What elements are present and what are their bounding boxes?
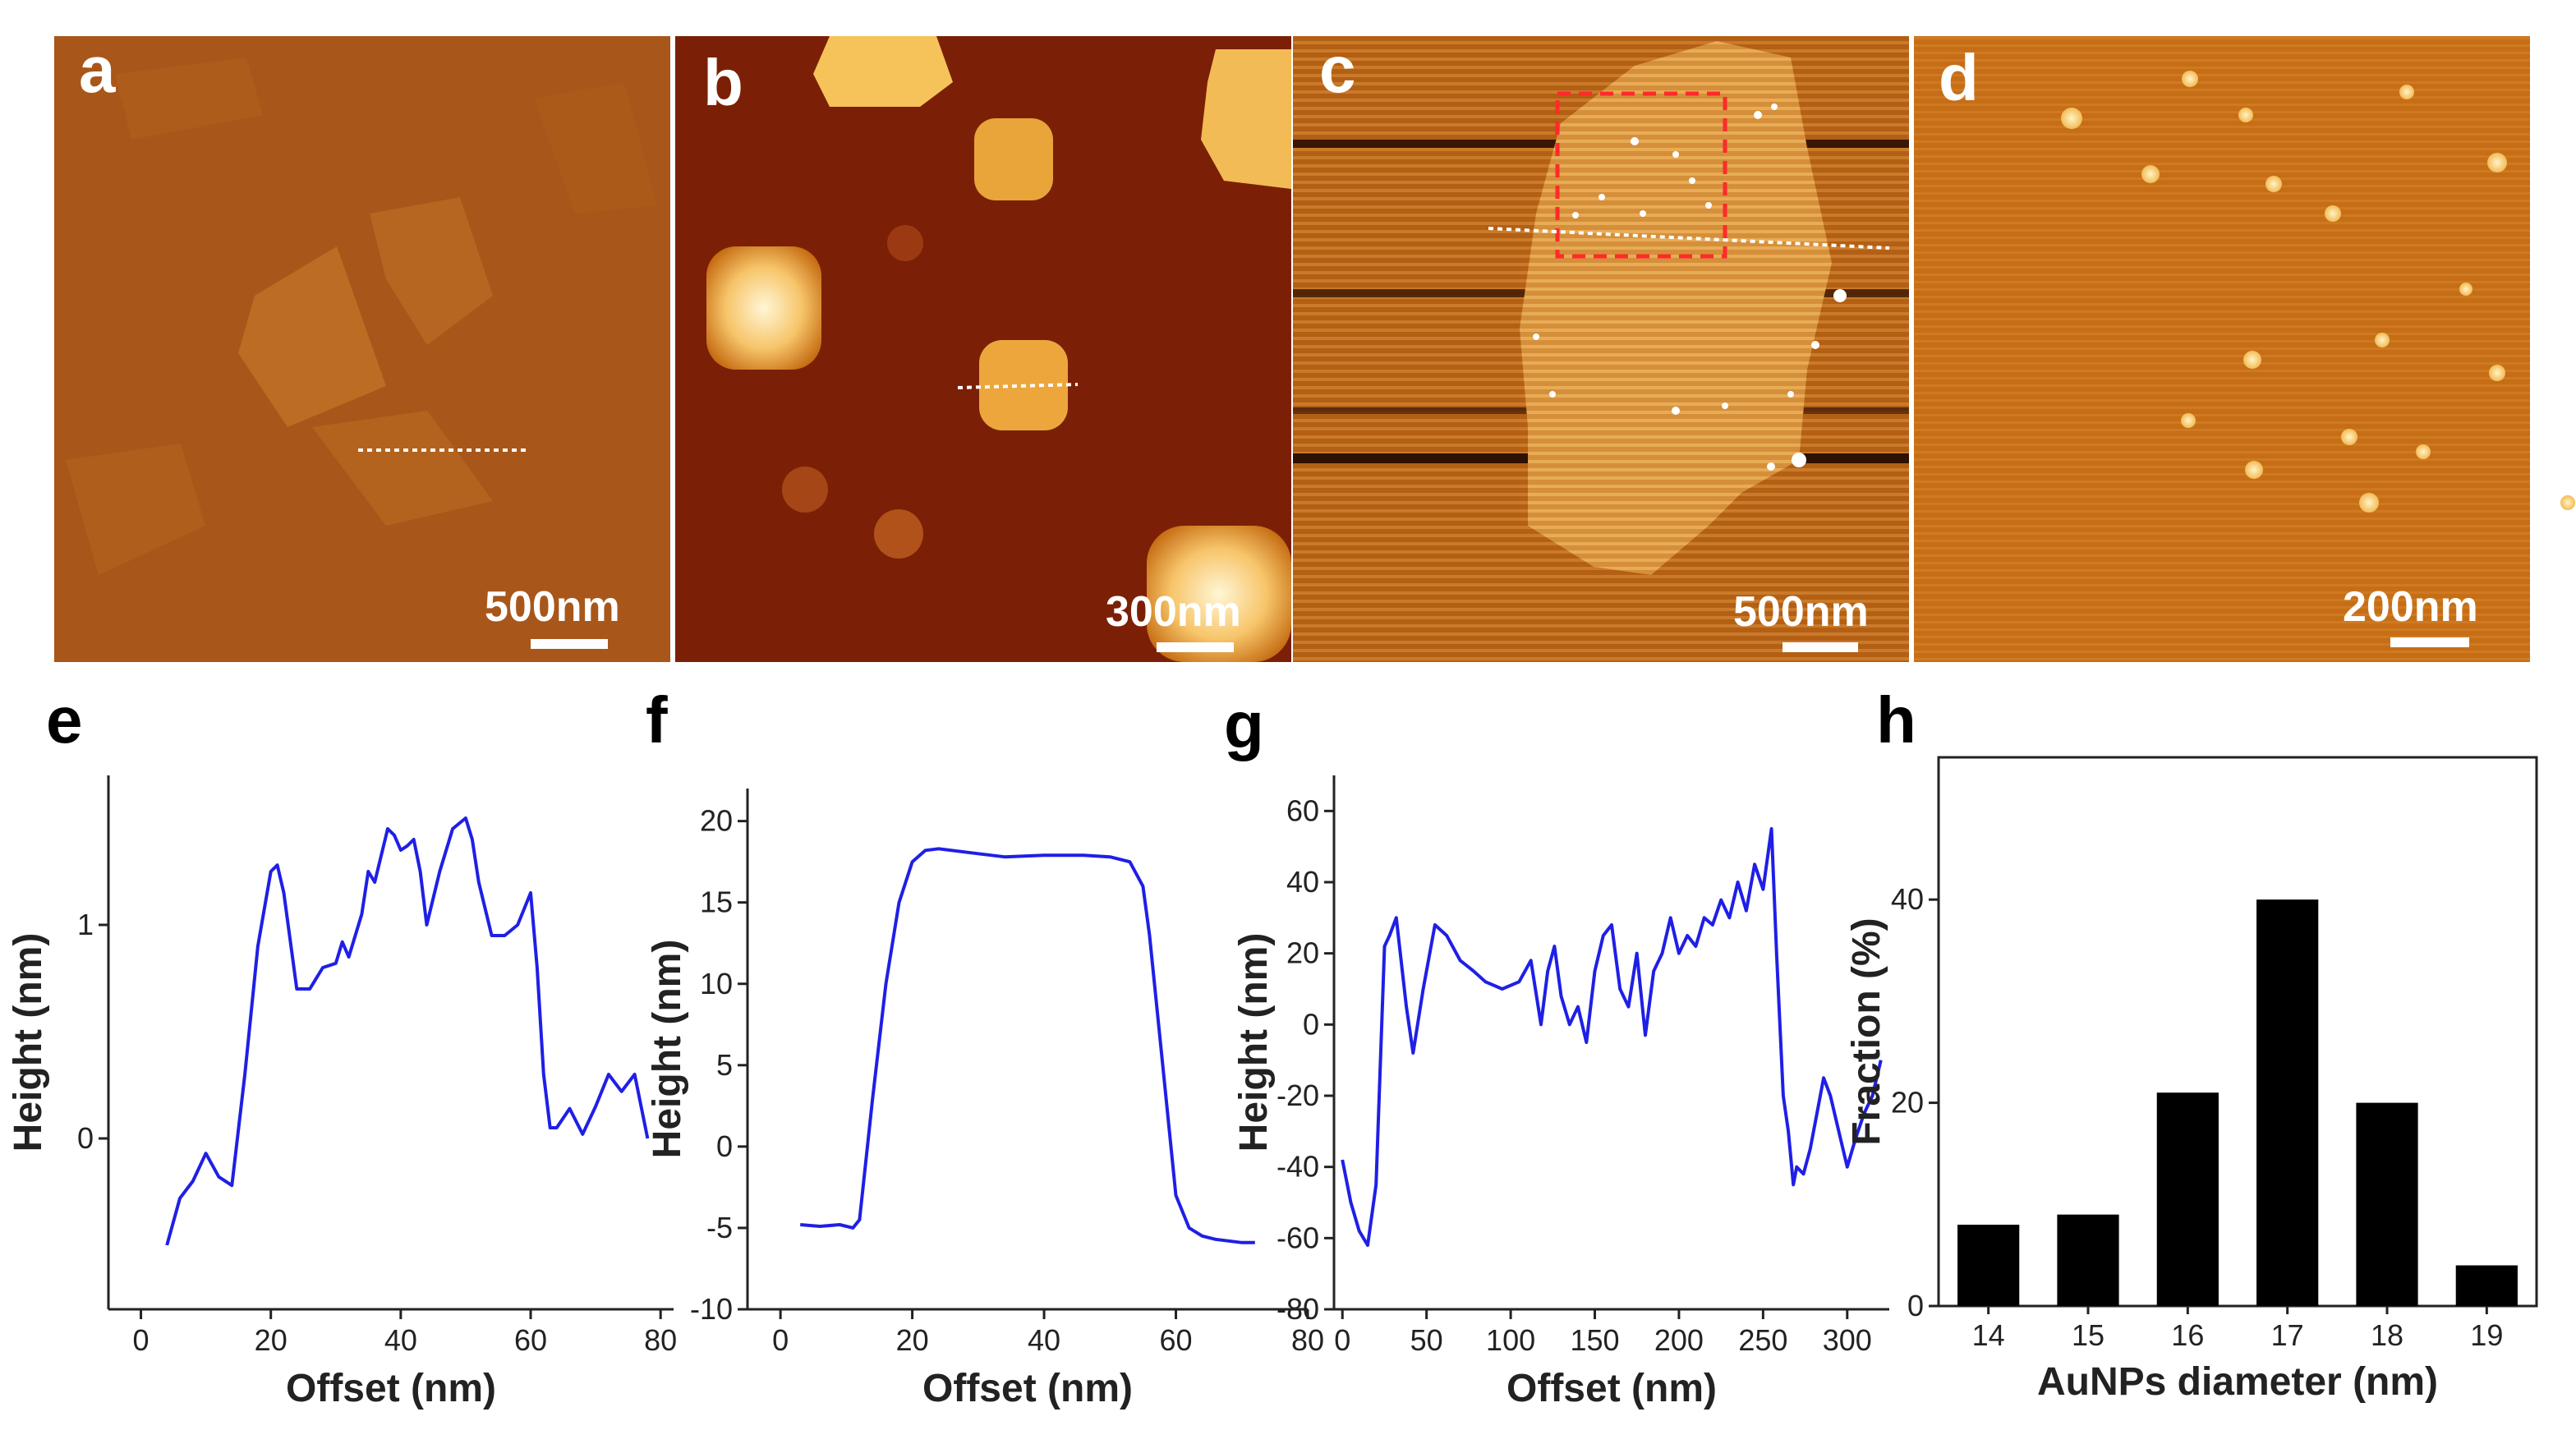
x-tick-label: 19 <box>2470 1318 2503 1352</box>
y-tick-label: -20 <box>1276 1078 1319 1112</box>
afm-image-d <box>1914 36 2575 662</box>
x-tick-label: 80 <box>1291 1323 1324 1357</box>
y-tick-label: 0 <box>1303 1007 1319 1041</box>
x-tick-label: 20 <box>896 1323 929 1357</box>
y-tick-label: 5 <box>716 1048 733 1082</box>
x-tick-label: 18 <box>2371 1318 2404 1352</box>
y-axis-label: Height (nm) <box>1232 933 1276 1152</box>
afm-image-c <box>1293 36 1909 662</box>
x-tick-label: 100 <box>1486 1323 1535 1357</box>
x-tick-label: 16 <box>2171 1318 2204 1352</box>
y-tick-label: -60 <box>1276 1221 1319 1254</box>
x-axis-label: Offset (nm) <box>922 1367 1133 1410</box>
scale-bar-c <box>1782 642 1858 652</box>
y-tick-label: -10 <box>690 1292 733 1326</box>
y-tick-label: 15 <box>700 885 733 919</box>
x-tick-label: 60 <box>1160 1323 1193 1357</box>
x-axis-label: Offset (nm) <box>1506 1367 1717 1410</box>
panel-label-c: c <box>1319 33 1356 106</box>
x-tick-label: 60 <box>514 1323 547 1357</box>
line-chart-e: e 0 20 40 60 80 0 1 Offset (nm) Height (nm) <box>7 683 677 1410</box>
y-tick-label: -40 <box>1276 1150 1319 1184</box>
y-tick-label: 60 <box>1286 793 1319 827</box>
line-chart-g: g 0 50 100 150 200 250 300 -80 -60 -40 -20 0 20 40 60 O… <box>1224 688 1889 1410</box>
y-tick-label: 10 <box>700 967 733 1000</box>
y-tick-label: 1 <box>77 908 94 941</box>
x-tick-label: 20 <box>255 1323 288 1357</box>
x-tick-label: 80 <box>644 1323 677 1357</box>
panel-label-h: h <box>1876 683 1916 756</box>
x-tick-label: 0 <box>1334 1323 1350 1357</box>
panel-label-d: d <box>1939 41 1979 114</box>
panel-label-b: b <box>703 46 743 119</box>
scale-bar-label-b: 300nm <box>1106 588 1241 636</box>
scale-bar-label-d: 200nm <box>2343 583 2478 631</box>
panel-label-e: e <box>46 683 83 756</box>
panel-label-g: g <box>1224 688 1264 761</box>
y-tick-label: 0 <box>1907 1289 1924 1322</box>
x-tick-label: 50 <box>1410 1323 1443 1357</box>
y-tick-label: 0 <box>716 1129 733 1163</box>
x-axis-label: AuNPs diameter (nm) <box>2037 1360 2438 1404</box>
x-tick-label: 0 <box>133 1323 150 1357</box>
bar-chart-h: h 0 20 40 14 15 16 17 18 19 AuNPs diameter (nm) Fr… <box>1845 683 2538 1404</box>
series-line <box>1341 827 1883 1247</box>
afm-image-a <box>54 36 670 662</box>
y-axis-label: Height (nm) <box>7 933 50 1152</box>
y-tick-label: 20 <box>700 804 733 838</box>
line-chart-f: f 0 20 40 60 80 -10 -5 0 5 10 15 20 Offset (nm) Heigh… <box>646 683 1324 1410</box>
x-tick-label: 17 <box>2271 1318 2304 1352</box>
series-line <box>800 847 1255 1244</box>
scale-bar-label-a: 500nm <box>485 583 620 631</box>
y-axis-label: Fraction (%) <box>1845 917 1888 1145</box>
y-tick-label: -80 <box>1276 1292 1319 1326</box>
y-tick-label: 40 <box>1286 865 1319 899</box>
x-tick-label: 0 <box>772 1323 789 1357</box>
panel-label-f: f <box>646 683 668 756</box>
x-tick-label: 40 <box>1028 1323 1060 1357</box>
scale-bar-label-c: 500nm <box>1733 588 1869 636</box>
bar <box>1957 1225 2020 1306</box>
bar <box>2455 1265 2518 1306</box>
bar <box>2256 899 2319 1306</box>
x-tick-label: 15 <box>2072 1318 2104 1352</box>
x-tick-label: 14 <box>1972 1318 2005 1352</box>
scale-bar-b <box>1157 642 1234 652</box>
afm-image-b <box>675 36 1291 662</box>
scale-bar-d <box>2390 637 2469 647</box>
y-tick-label: 20 <box>1891 1086 1924 1120</box>
x-tick-label: 40 <box>384 1323 417 1357</box>
bar <box>2156 1092 2219 1306</box>
y-tick-label: -5 <box>706 1211 733 1244</box>
y-tick-label: 20 <box>1286 936 1319 970</box>
panel-label-a: a <box>79 33 116 106</box>
x-tick-label: 300 <box>1823 1323 1872 1357</box>
y-tick-label: 40 <box>1891 882 1924 916</box>
scale-bar-a <box>531 639 608 649</box>
x-tick-label: 250 <box>1738 1323 1787 1357</box>
series-line <box>165 816 650 1246</box>
bar <box>2057 1214 2119 1306</box>
y-axis-label: Height (nm) <box>646 940 689 1159</box>
x-axis-label: Offset (nm) <box>286 1367 496 1410</box>
plot-frame <box>1937 756 2538 1308</box>
y-tick-label: 0 <box>77 1121 94 1155</box>
x-tick-label: 150 <box>1570 1323 1619 1357</box>
bar <box>2356 1102 2418 1306</box>
x-tick-label: 200 <box>1654 1323 1704 1357</box>
